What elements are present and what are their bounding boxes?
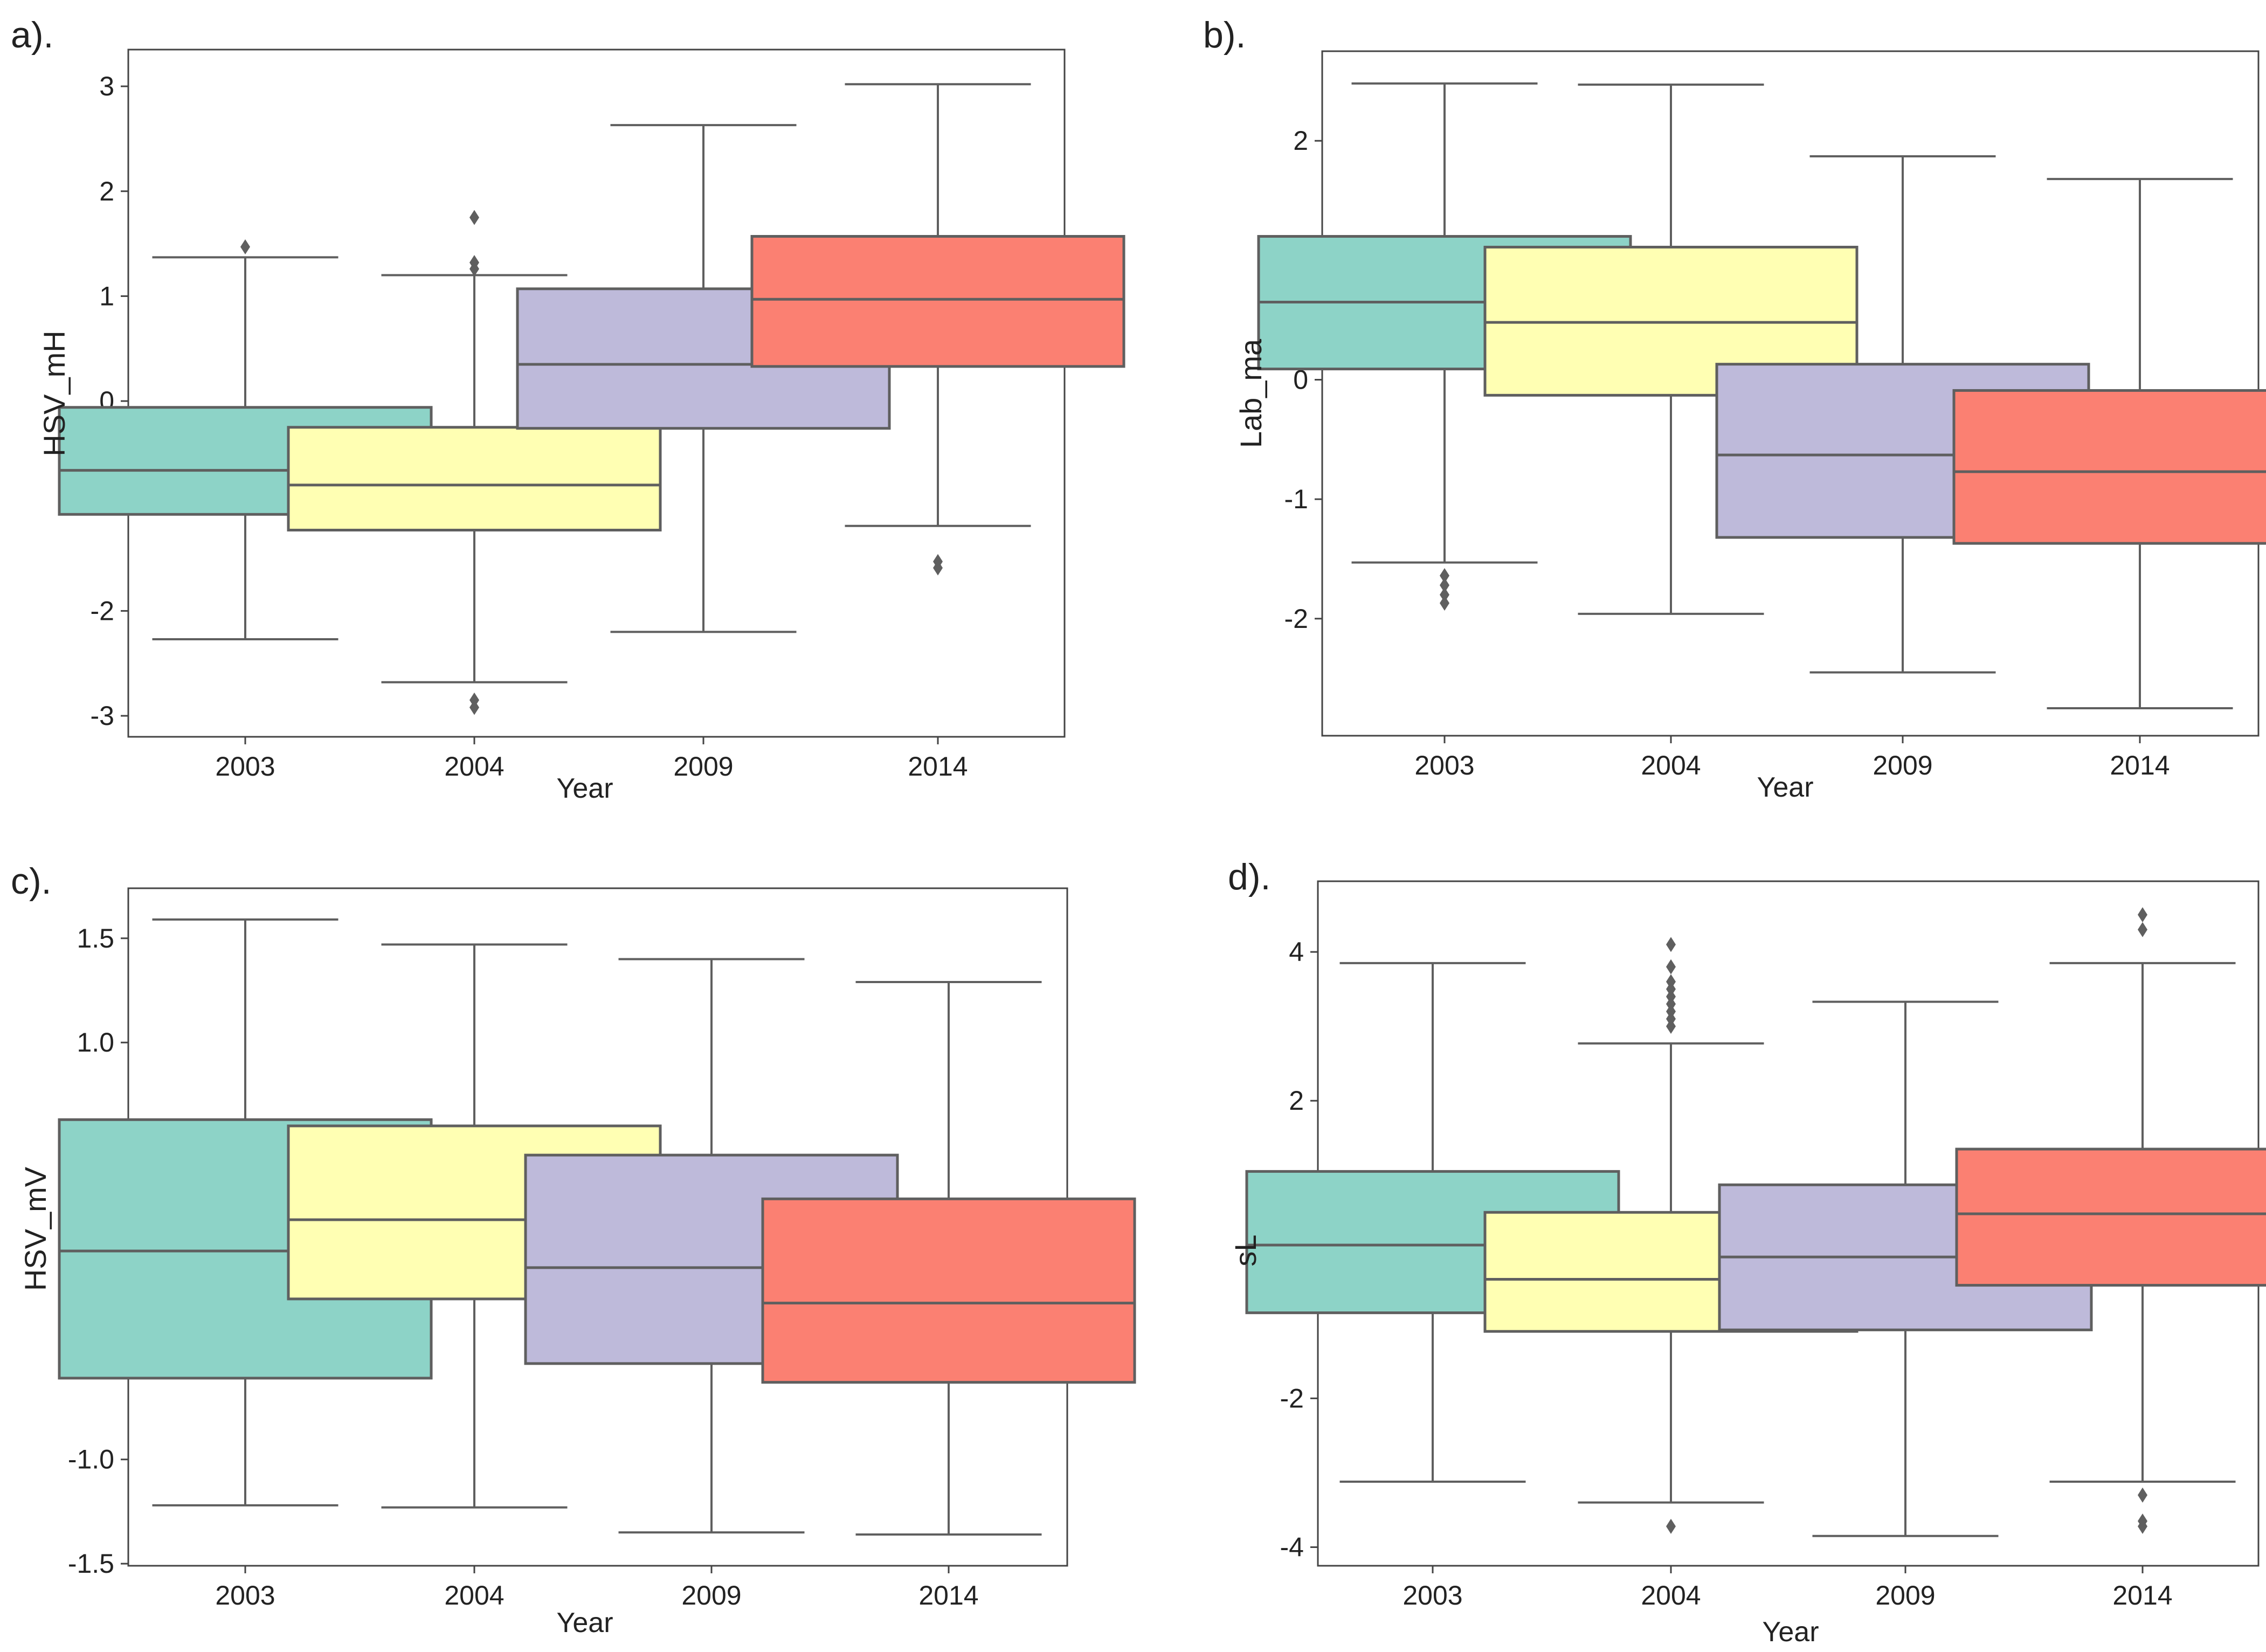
y-tick-label: 4: [1289, 937, 1304, 967]
y-axis-label: HSV_mH: [37, 330, 71, 456]
panel-label: b).: [1203, 15, 1246, 56]
outlier-point: [1440, 577, 1449, 593]
y-tick-label: -4: [1280, 1532, 1304, 1562]
iqr-box: [1952, 389, 2266, 545]
x-tick-label: 2014: [2112, 1580, 2172, 1610]
panel-label: a).: [11, 15, 53, 56]
outlier-point: [240, 239, 250, 254]
box-2014: [1955, 907, 2266, 1534]
outlier-point: [469, 210, 479, 225]
x-tick-label: 2014: [908, 751, 968, 782]
y-tick-label: -1.0: [68, 1444, 114, 1475]
outlier-point: [933, 560, 943, 576]
y-tick-label: 1: [99, 281, 114, 311]
x-tick-label: 2003: [1414, 750, 1474, 780]
x-tick-label: 2003: [1403, 1580, 1462, 1610]
panel-label: c).: [11, 861, 52, 902]
x-axis-label: Year: [1757, 772, 1813, 803]
y-axis-label: sL: [1228, 1234, 1262, 1266]
x-tick-label: 2004: [444, 751, 504, 782]
x-axis-label: Year: [556, 1607, 613, 1639]
x-tick-label: 2009: [1875, 1580, 1935, 1610]
panel-3: c).-1.5-1.0-0.50.00.51.01.52003200420092…: [11, 861, 1136, 1639]
x-tick-label: 2004: [1641, 1580, 1701, 1610]
x-tick-label: 2004: [1641, 750, 1701, 780]
y-axis-label: HSV_mV: [18, 1166, 52, 1291]
y-tick-label: 3: [99, 71, 114, 101]
outlier-point: [1666, 1518, 1676, 1534]
outlier-point: [2138, 1487, 2147, 1503]
panels: a).-3-2-101232003200420092014YearHSV_mHb…: [11, 15, 2266, 1648]
box-2014: [750, 83, 1125, 576]
outlier-point: [1666, 959, 1676, 974]
panel-4: d).-4-20242003200420092014YearsL: [1228, 856, 2266, 1648]
panel-2: b).-2-10122003200420092014YearLab_ma: [1203, 15, 2266, 803]
box-2014: [1952, 178, 2266, 710]
iqr-box: [287, 426, 662, 532]
outlier-point: [1666, 974, 1676, 990]
iqr-box: [750, 234, 1125, 368]
x-tick-label: 2009: [681, 1580, 741, 1610]
y-tick-label: 2: [1293, 126, 1308, 156]
y-tick-label: 2: [1289, 1086, 1304, 1116]
y-tick-label: 1.5: [77, 923, 114, 953]
y-tick-label: 2: [99, 176, 114, 206]
x-tick-label: 2004: [444, 1580, 504, 1610]
panel-1: a).-3-2-101232003200420092014YearHSV_mH: [11, 15, 1125, 804]
x-tick-label: 2003: [215, 1580, 275, 1610]
iqr-box: [1955, 1148, 2266, 1287]
box-2009: [516, 124, 891, 633]
x-tick-label: 2014: [918, 1580, 978, 1610]
plot-frame: [127, 49, 1066, 738]
x-tick-label: 2009: [1873, 750, 1932, 780]
box-2004: [287, 210, 662, 715]
outlier-point: [469, 255, 479, 271]
y-tick-label: -1: [1284, 484, 1308, 514]
x-tick-label: 2003: [215, 751, 275, 782]
outlier-point: [1440, 587, 1449, 603]
y-tick-label: -2: [1284, 604, 1308, 634]
x-tick-label: 2014: [2110, 750, 2170, 780]
y-tick-label: -2: [1280, 1383, 1304, 1413]
outlier-point: [1440, 568, 1449, 584]
outlier-point: [2138, 907, 2147, 923]
outlier-point: [1440, 595, 1449, 611]
x-axis-label: Year: [556, 773, 613, 804]
iqr-box: [761, 1197, 1136, 1384]
y-tick-label: 1.0: [77, 1027, 114, 1057]
panel-label: d).: [1228, 856, 1270, 897]
outlier-point: [2138, 922, 2147, 937]
box-2014: [761, 981, 1136, 1536]
y-tick-label: -1.5: [68, 1549, 114, 1579]
outlier-point: [469, 700, 479, 715]
y-tick-label: -3: [91, 701, 114, 731]
outlier-point: [2138, 1518, 2147, 1534]
x-axis-label: Year: [1762, 1616, 1819, 1648]
x-tick-label: 2009: [673, 751, 733, 782]
outlier-point: [1666, 937, 1676, 952]
y-axis-label: Lab_ma: [1234, 338, 1268, 448]
y-tick-label: -2: [91, 596, 114, 626]
